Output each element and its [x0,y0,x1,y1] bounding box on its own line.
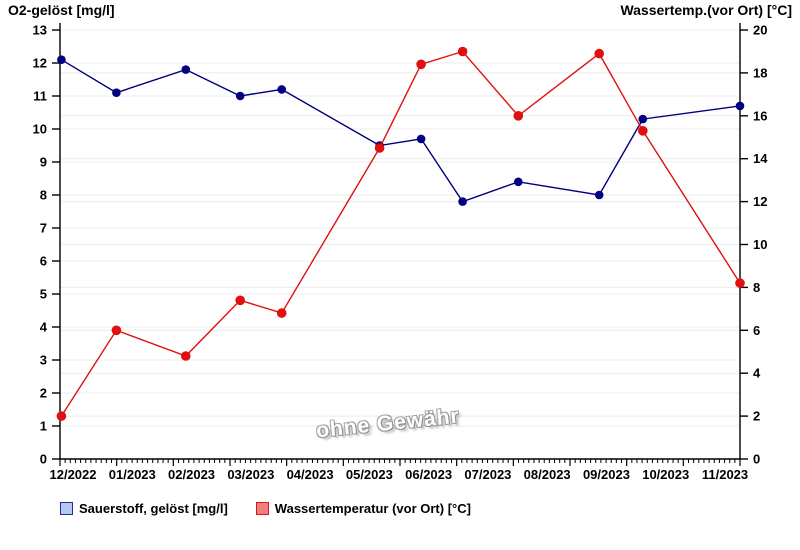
x-axis-label: 05/2023 [346,467,393,482]
data-point [57,55,66,64]
data-point [594,190,604,200]
data-point [638,114,648,124]
data-point [181,65,191,74]
data-point [514,177,523,187]
right-tick-label: 2 [753,409,760,424]
left-tick-label: 11 [33,89,47,104]
left-tick-label: 6 [40,254,47,269]
left-tick-label: 4 [40,320,48,335]
left-tick-label: 7 [40,221,47,236]
oxygen-swatch-icon [60,502,73,515]
left-tick-label: 2 [40,386,47,401]
left-tick-label: 8 [40,188,47,203]
right-tick-label: 6 [753,323,760,338]
data-point [594,48,604,59]
left-tick-label: 5 [40,287,47,302]
right-tick-label: 14 [753,151,768,166]
data-point [416,59,426,70]
legend-label-temperature: Wassertemperatur (vor Ort) [°C] [274,501,471,516]
x-axis-label: 07/2023 [464,467,511,482]
data-point [235,295,245,306]
data-point [235,91,245,101]
data-point [277,85,287,94]
right-tick-label: 12 [753,194,767,209]
chart-legend: Sauerstoff, gelöst [mg/l] Wassertemperat… [60,501,471,516]
x-axis-label: 03/2023 [227,467,274,482]
left-tick-label: 12 [33,56,47,71]
data-point [513,111,524,121]
x-axis-label: 09/2023 [583,467,630,482]
data-point [735,101,745,111]
left-tick-label: 0 [40,452,47,467]
x-axis-label: 02/2023 [168,467,215,482]
left-tick-label: 1 [40,419,47,434]
data-point [735,278,745,288]
left-tick-label: 10 [33,122,47,137]
x-axis-label: 04/2023 [287,467,334,482]
legend-label-oxygen: Sauerstoff, gelöst [mg/l] [79,501,228,516]
x-axis-label: 01/2023 [109,467,156,482]
data-point [416,134,426,144]
right-axis-title: Wassertemp.(vor Ort) [°C] [620,2,792,18]
x-axis-label: 10/2023 [642,467,689,482]
data-point [111,325,122,336]
data-point [56,411,67,421]
left-tick-label: 3 [40,353,47,368]
series-line-0 [61,59,741,203]
right-tick-label: 8 [753,280,760,295]
x-axis-label: 08/2023 [524,467,571,482]
legend-item-oxygen: Sauerstoff, gelöst [mg/l] [60,501,228,516]
right-tick-label: 4 [753,366,761,381]
data-point [112,88,121,97]
left-axis-title: O2-gelöst [mg/l] [8,2,115,18]
temperature-swatch-icon [255,502,269,515]
right-tick-label: 20 [753,23,767,38]
data-point [457,46,468,57]
data-point [276,308,287,318]
series-line-1 [60,50,741,417]
x-axis-label: 06/2023 [405,467,452,482]
right-tick-label: 10 [753,237,767,252]
left-tick-label: 9 [40,155,47,170]
x-axis-label: 11/2023 [702,467,748,482]
data-point [458,197,467,206]
left-tick-label: 13 [33,23,47,38]
right-tick-label: 18 [753,65,767,80]
x-axis-label: 12/2022 [50,467,97,482]
right-tick-label: 16 [753,108,767,123]
right-tick-label: 0 [753,452,760,467]
data-point [374,143,385,153]
data-point [638,126,648,136]
data-point [181,351,191,361]
legend-item-temperature: Wassertemperatur (vor Ort) [°C] [255,501,471,516]
